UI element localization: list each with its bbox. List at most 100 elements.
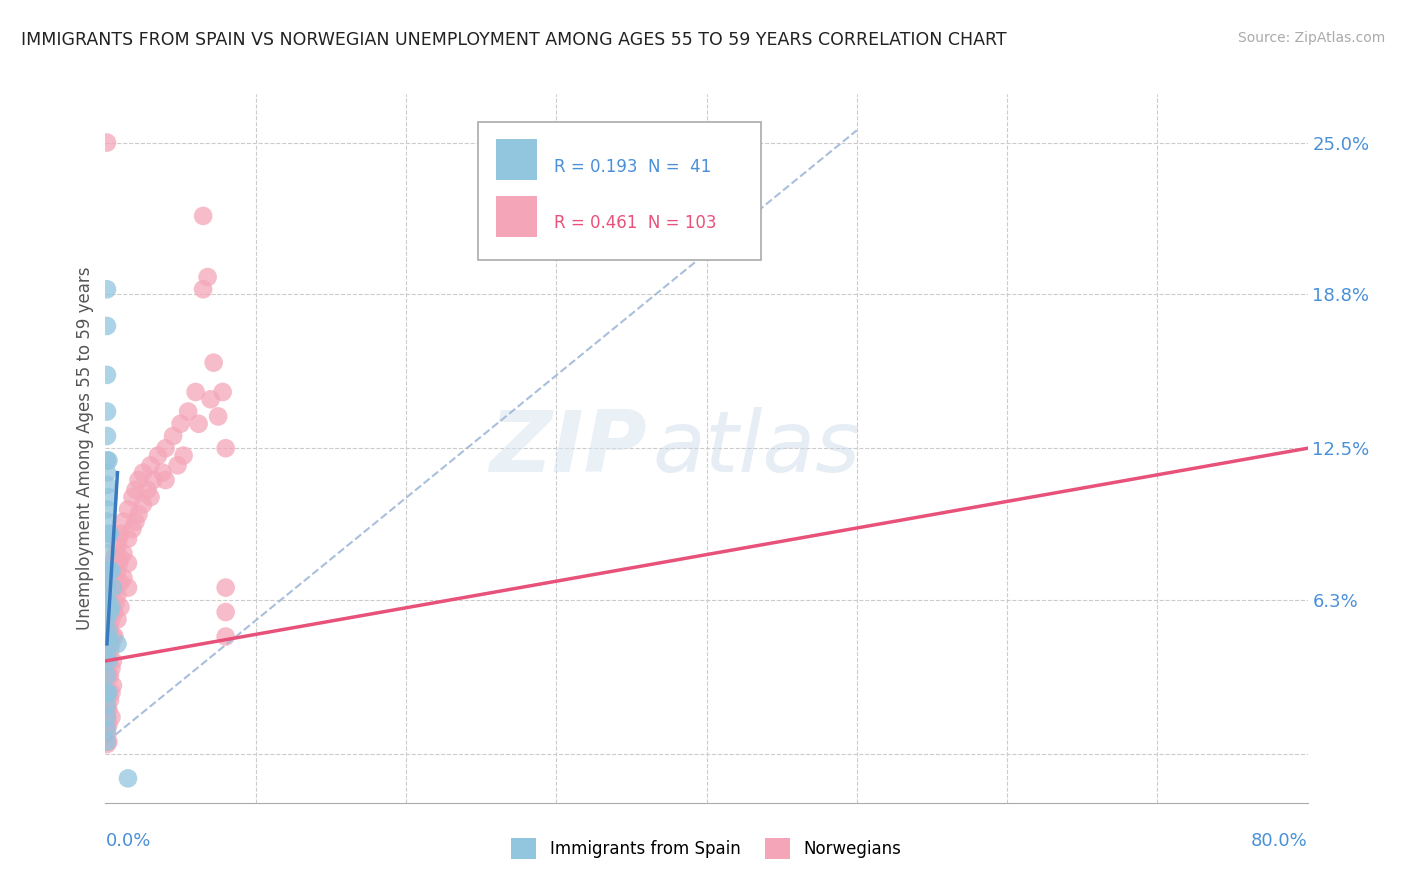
Point: [96, 429, 118, 443]
Point: [107, 588, 129, 602]
Point: [96, 698, 118, 712]
Point: [98, 644, 121, 658]
Point: [96, 466, 118, 480]
Point: [100, 612, 122, 626]
Point: [96, 693, 118, 707]
Point: [107, 612, 129, 626]
Point: [112, 515, 135, 529]
Point: [97, 595, 120, 609]
Point: [103, 581, 125, 595]
Point: [197, 270, 219, 285]
Point: [202, 356, 225, 370]
Point: [124, 483, 146, 497]
Point: [96, 717, 118, 731]
Point: [97, 734, 120, 748]
Point: [96, 710, 118, 724]
Point: [97, 668, 120, 682]
Point: [132, 498, 155, 512]
Point: [96, 581, 118, 595]
Point: [96, 630, 118, 644]
Point: [97, 654, 120, 668]
Point: [155, 442, 177, 456]
Point: [108, 556, 131, 570]
Point: [96, 630, 118, 644]
Point: [98, 605, 121, 619]
Point: [96, 502, 118, 516]
Point: [96, 453, 118, 467]
Point: [104, 546, 127, 560]
Point: [136, 483, 159, 497]
Point: [96, 673, 118, 688]
Point: [100, 564, 122, 578]
Point: [96, 620, 118, 634]
Text: R = 0.461  N = 103: R = 0.461 N = 103: [554, 214, 716, 233]
Point: [117, 532, 139, 546]
Point: [110, 551, 132, 566]
Point: [98, 595, 121, 609]
Point: [117, 772, 139, 786]
Point: [97, 564, 120, 578]
Point: [207, 409, 229, 424]
Point: [96, 703, 118, 717]
Point: [100, 710, 122, 724]
Point: [169, 417, 191, 431]
Text: Source: ZipAtlas.com: Source: ZipAtlas.com: [1237, 31, 1385, 45]
Point: [98, 637, 121, 651]
Point: [104, 571, 127, 585]
Point: [96, 664, 118, 678]
Point: [214, 630, 236, 644]
Point: [96, 404, 118, 418]
Point: [97, 717, 120, 731]
Point: [100, 564, 122, 578]
Point: [112, 546, 135, 560]
Point: [96, 668, 118, 682]
Point: [96, 318, 118, 333]
Point: [108, 532, 131, 546]
Point: [100, 600, 122, 615]
Point: [110, 575, 132, 590]
Point: [152, 466, 174, 480]
Point: [191, 282, 214, 296]
Point: [96, 727, 118, 741]
Point: [97, 620, 120, 634]
Point: [101, 654, 124, 668]
Point: [98, 564, 121, 578]
FancyBboxPatch shape: [496, 195, 537, 237]
Point: [128, 473, 150, 487]
Point: [96, 282, 118, 296]
Text: R = 0.193  N =  41: R = 0.193 N = 41: [554, 158, 711, 176]
Point: [103, 630, 125, 644]
Point: [98, 668, 121, 682]
Point: [100, 661, 122, 675]
Point: [121, 522, 143, 536]
Point: [96, 723, 118, 737]
Point: [97, 686, 120, 700]
Text: 0.0%: 0.0%: [105, 832, 150, 850]
Point: [97, 526, 120, 541]
Point: [104, 595, 127, 609]
Point: [103, 605, 125, 619]
Point: [139, 458, 162, 473]
Point: [100, 686, 122, 700]
Text: 80.0%: 80.0%: [1251, 832, 1308, 850]
Point: [98, 693, 121, 707]
Point: [142, 473, 165, 487]
Point: [96, 532, 118, 546]
Point: [101, 605, 124, 619]
Point: [96, 581, 118, 595]
Point: [101, 581, 124, 595]
Point: [96, 515, 118, 529]
Point: [107, 539, 129, 553]
Point: [97, 600, 120, 615]
Point: [101, 556, 124, 570]
Legend: Immigrants from Spain, Norwegians: Immigrants from Spain, Norwegians: [505, 831, 908, 865]
Point: [132, 466, 155, 480]
Point: [97, 453, 120, 467]
Point: [98, 620, 121, 634]
Point: [162, 429, 184, 443]
Y-axis label: Unemployment Among Ages 55 to 59 years: Unemployment Among Ages 55 to 59 years: [76, 267, 94, 630]
Point: [97, 654, 120, 668]
Point: [166, 458, 188, 473]
Text: IMMIGRANTS FROM SPAIN VS NORWEGIAN UNEMPLOYMENT AMONG AGES 55 TO 59 YEARS CORREL: IMMIGRANTS FROM SPAIN VS NORWEGIAN UNEMP…: [21, 31, 1007, 49]
Point: [121, 490, 143, 504]
